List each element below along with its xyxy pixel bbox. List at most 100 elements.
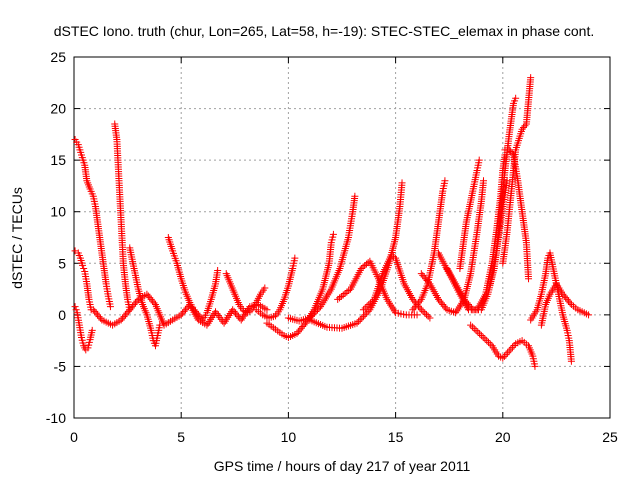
data-point-fill [146,294,154,302]
data-point-fill [124,307,132,315]
data-point-fill [508,149,516,157]
data-point [329,230,337,238]
data-point-fill [355,317,363,325]
data-point-fill [421,309,429,317]
data-point-fill [440,302,448,310]
data-point-fill [476,330,484,338]
y-tick-label: 5 [58,255,66,271]
y-tick-label: 15 [50,152,66,168]
data-point-fill [361,311,369,319]
data-point-fill [363,309,371,317]
data-point [499,354,507,362]
data-point [143,290,151,298]
data-point-fill [96,314,104,322]
data-point-fill [439,301,447,309]
data-point-fill [508,343,516,351]
data-point-fill [361,262,369,270]
data-point-fill [361,304,369,312]
data-point [126,306,134,314]
data-point [229,306,237,314]
data-point-fill [368,297,376,305]
axis-ticks: 0 5 10 15 20 25 -10 -5 0 5 10 15 20 25 [46,49,618,445]
data-point [398,179,406,187]
data-point [413,311,421,319]
data-point-fill [521,122,529,130]
data-point-fill [127,304,135,312]
data-point-fill [179,309,187,317]
data-point-fill [119,314,127,322]
data-point-fill [356,316,364,324]
data-point-fill [362,260,370,268]
data-point [505,146,513,154]
y-tick-label: 25 [50,49,66,65]
data-point-fill [422,275,430,283]
data-point-fill [310,309,318,317]
data-point [585,311,593,319]
data-point [89,306,97,314]
data-point-fill [416,297,424,305]
data-point [480,177,488,185]
data-point [434,295,442,303]
data-point-fill [566,299,574,307]
data-point-fill [479,333,487,341]
data-point-fill [309,311,317,319]
data-point-fill [150,299,158,307]
data-point-fill [300,321,308,329]
data-point-fill [413,301,421,309]
data-point-fill [485,338,493,346]
data-point-fill [467,304,475,312]
data-point-fill [120,313,128,321]
data-point-fill [144,292,152,300]
data-point-fill [563,295,571,303]
data-point [527,74,535,82]
data-point-fill [504,349,512,357]
data-point-fill [420,273,428,281]
data-point-fill [129,302,137,310]
data-point-fill [296,326,304,334]
data-point [117,316,125,324]
y-axis-label: dSTEC / TECUs [9,187,25,289]
data-point-fill [315,304,323,312]
data-point [351,192,359,200]
y-tick-label: 0 [58,307,66,323]
data-point-fill [297,324,305,332]
x-tick-label: 15 [388,429,404,445]
y-tick-label: 20 [50,101,66,117]
data-point [525,275,533,283]
data-point-fill [466,302,474,310]
data-point-fill [80,264,88,272]
data-point [409,295,417,303]
data-point [477,331,485,339]
data-point [353,319,361,327]
y-tick-label: -10 [46,410,66,426]
data-point-fill [94,311,102,319]
x-tick-label: 0 [70,429,78,445]
data-point-fill [364,307,372,315]
data-point-fill [294,328,302,336]
data-point-fill [307,312,315,320]
data-point-fill [500,352,508,360]
data-point-fill [419,307,427,315]
data-point-fill [358,314,366,322]
data-point-fill [437,299,445,307]
data-point-fill [474,328,482,336]
chart-title: dSTEC Iono. truth (chur, Lon=265, Lat=58… [54,23,594,39]
data-point-fill [424,278,432,286]
data-point-fill [507,345,515,353]
data-point-fill [468,323,476,331]
data-point-fill [486,340,494,348]
data-point-fill [562,294,570,302]
data-point-fill [131,299,139,307]
y-tick-label: 10 [50,204,66,220]
data-point-fill [472,326,480,334]
data-point [531,362,539,370]
data-point [88,326,96,334]
data-point-fill [147,295,155,303]
data-point [518,125,526,133]
data-point-fill [367,299,375,307]
data-point-fill [121,311,129,319]
plot-frame [73,56,611,419]
data-point [177,311,185,319]
x-tick-label: 5 [177,429,185,445]
